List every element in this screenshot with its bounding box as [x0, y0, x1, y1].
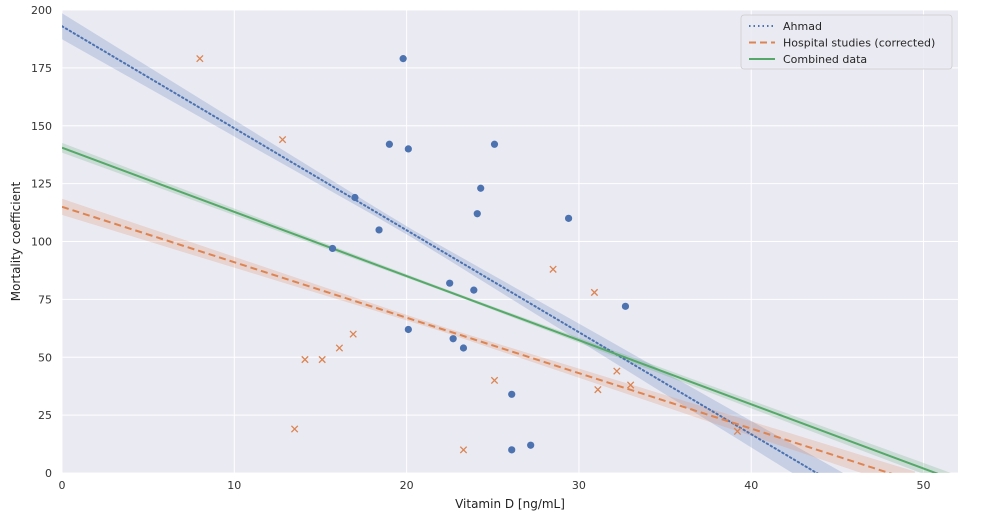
y-tick-label: 25	[38, 409, 52, 422]
legend-label-2: Combined data	[783, 53, 867, 66]
point-circle	[477, 184, 485, 192]
y-axis-label: Mortality coefficient	[9, 181, 23, 301]
point-x	[626, 381, 635, 389]
point-circle	[385, 140, 393, 148]
point-x	[590, 288, 599, 297]
ci-band-1	[62, 198, 915, 473]
point-circle	[564, 214, 573, 222]
gridlines	[61, 9, 958, 474]
point-circle	[490, 140, 499, 148]
point-circle	[470, 286, 478, 294]
y-tick-label: 50	[38, 351, 52, 364]
tick-labels: 0 10 20 30 40 50 0 25 50 75 100 125 150 175 200	[31, 4, 931, 492]
legend: Ahmad Hospital studies (corrected) Combine…	[740, 14, 953, 70]
point-circle	[449, 335, 457, 343]
point-circle	[473, 210, 481, 218]
x-tick-label: 10	[227, 479, 241, 492]
point-circle	[404, 325, 412, 334]
point-x	[335, 344, 344, 352]
point-x	[349, 330, 357, 338]
point-x	[490, 376, 499, 385]
point-circle	[446, 279, 454, 287]
point-circle	[404, 145, 412, 153]
point-x	[318, 355, 326, 364]
point-circle	[375, 226, 383, 234]
point-x	[594, 386, 602, 394]
point-circle	[351, 193, 359, 202]
point-x	[196, 54, 204, 63]
data-points	[196, 54, 742, 454]
legend-label-0: Ahmad	[783, 20, 822, 33]
y-tick-label: 200	[31, 4, 52, 17]
confidence-bands	[62, 13, 951, 473]
point-x	[459, 446, 468, 454]
y-tick-label: 125	[31, 178, 52, 191]
point-x	[290, 425, 299, 433]
point-x	[278, 135, 287, 144]
x-tick-label: 50	[917, 479, 931, 492]
point-x	[549, 265, 557, 273]
x-tick-label: 20	[400, 479, 414, 492]
legend-box	[740, 14, 953, 70]
y-tick-label: 150	[31, 120, 52, 133]
y-tick-label: 175	[31, 62, 52, 75]
point-circle	[508, 446, 516, 454]
regression-lines	[62, 25, 939, 473]
y-tick-label: 100	[31, 236, 52, 249]
x-tick-label: 30	[572, 479, 586, 492]
legend-label-1: Hospital studies (corrected)	[783, 37, 935, 50]
point-circle	[328, 244, 337, 253]
y-tick-label: 75	[38, 293, 52, 306]
x-tick-label: 40	[744, 479, 758, 492]
regression-line-1	[62, 205, 893, 473]
regression-line-2	[62, 146, 939, 473]
point-circle	[527, 441, 535, 449]
x-axis-label: Vitamin D [ng/mL]	[455, 497, 565, 511]
point-x	[733, 427, 742, 435]
point-circle	[508, 390, 516, 398]
x-tick-label: 0	[59, 479, 66, 492]
point-circle	[399, 55, 407, 63]
point-x	[613, 367, 621, 375]
point-x	[301, 355, 309, 364]
point-circle	[621, 302, 630, 310]
point-circle	[459, 344, 468, 352]
regression-line-0	[62, 25, 819, 473]
y-tick-label: 0	[45, 467, 52, 480]
